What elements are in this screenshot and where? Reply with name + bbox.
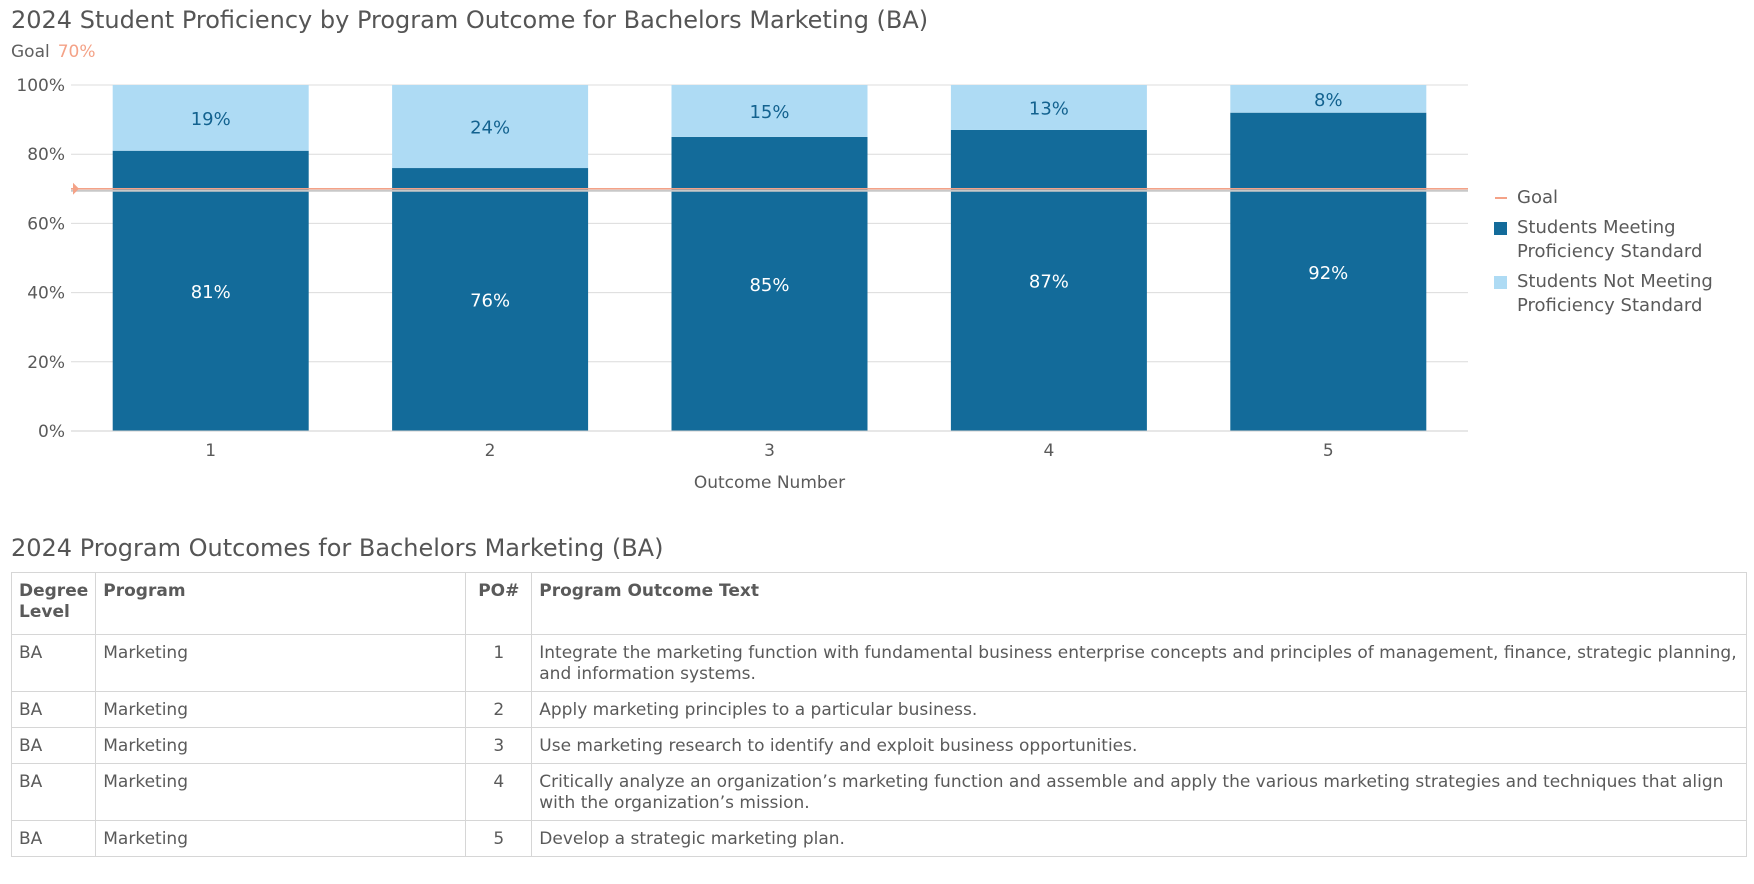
table-row: BA Marketing 1 Integrate the marketing func… [10, 634, 1747, 692]
header-program: Program [95, 572, 467, 635]
bar-not-meeting [112, 85, 309, 151]
y-tick-label: 100% [16, 76, 65, 96]
header-degree-level: Degree Level [10, 572, 97, 635]
legend-swatch-icon [1494, 222, 1507, 235]
x-tick-label: 1 [205, 441, 216, 461]
cell-program: Marketing [95, 634, 467, 692]
data-label-meeting: 85% [749, 275, 789, 296]
header-outcome-text: Program Outcome Text [531, 572, 1747, 635]
y-tick-label: 60% [27, 214, 65, 234]
legend-line-icon [1495, 197, 1507, 199]
program-outcomes-table: Degree Level Program PO# Program Outcome… [10, 572, 1747, 857]
cell-degree-level: BA [10, 820, 97, 857]
table-row: BA Marketing 3 Use marketing research to id… [10, 727, 1747, 764]
cell-outcome-text: Use marketing research to identify and e… [531, 727, 1747, 764]
cell-po-number: 4 [465, 763, 533, 821]
header-po-number: PO# [465, 572, 533, 635]
bar-meeting [671, 136, 868, 431]
cell-po-number: 1 [465, 634, 533, 692]
data-label-meeting: 81% [191, 282, 231, 303]
cell-po-number: 2 [465, 691, 533, 728]
cell-outcome-text: Apply marketing principles to a particul… [531, 691, 1747, 728]
legend-swatch-icon [1494, 276, 1507, 289]
legend-item[interactable]: Students Not Meeting Proficiency Standar… [1493, 270, 1743, 318]
cell-degree-level: BA [10, 763, 97, 821]
goal-label: Goal [11, 42, 50, 62]
chart-legend: Goal Students Meeting Proficiency Standar… [1493, 186, 1743, 324]
cell-program: Marketing [95, 727, 467, 764]
cell-degree-level: BA [10, 634, 97, 692]
cell-po-number: 3 [465, 727, 533, 764]
cell-outcome-text: Critically analyze an organization’s mar… [531, 763, 1747, 821]
table-header-row: Degree Level Program PO# Program Outcome… [10, 572, 1747, 635]
legend-label: Students Meeting Proficiency Standard [1517, 217, 1703, 262]
x-tick-label: 3 [764, 441, 775, 461]
table-row: BA Marketing 4 Critically analyze an organi… [10, 763, 1747, 821]
bar-meeting [392, 168, 589, 432]
goal-indicator: Goal 70% [11, 42, 96, 62]
bar-not-meeting [1230, 85, 1427, 113]
bar-not-meeting [950, 85, 1147, 130]
x-tick-label: 4 [1043, 441, 1054, 461]
cell-outcome-text: Integrate the marketing function with fu… [531, 634, 1747, 692]
legend-label: Goal [1517, 187, 1558, 208]
table-title: 2024 Program Outcomes for Bachelors Mark… [11, 534, 664, 562]
bar-not-meeting [392, 85, 589, 169]
x-axis-title: Outcome Number [694, 473, 845, 493]
y-tick-label: 80% [27, 145, 65, 165]
goal-marker-icon [73, 182, 79, 195]
proficiency-bar-chart: 0% 20% 40% 60% 80% 100% 81% 19% 1 76% 24% 2 85% 15% 3 8… [16, 76, 1468, 493]
data-label-not-meeting: 8% [1314, 90, 1343, 111]
cell-degree-level: BA [10, 727, 97, 764]
cell-degree-level: BA [10, 691, 97, 728]
bar-meeting [950, 129, 1147, 432]
cell-program: Marketing [95, 820, 467, 857]
bar-not-meeting [671, 85, 868, 137]
cell-outcome-text: Develop a strategic marketing plan. [531, 820, 1747, 857]
cell-po-number: 5 [465, 820, 533, 857]
bar-meeting [112, 150, 309, 432]
data-label-not-meeting: 15% [749, 102, 789, 123]
cell-program: Marketing [95, 691, 467, 728]
table-row: BA Marketing 2 Apply marketing principles t… [10, 691, 1747, 728]
y-tick-label: 40% [27, 284, 65, 304]
goal-value: 70% [57, 42, 96, 62]
data-label-meeting: 76% [470, 291, 510, 312]
data-label-not-meeting: 19% [191, 109, 231, 130]
cell-program: Marketing [95, 763, 467, 821]
data-label-not-meeting: 13% [1029, 98, 1069, 119]
x-tick-label: 5 [1323, 441, 1334, 461]
y-tick-label: 20% [27, 353, 65, 373]
data-label-meeting: 92% [1308, 263, 1348, 284]
table-row: BA Marketing 5 Develop a strategic marketin… [10, 820, 1747, 857]
bar-meeting [1230, 112, 1427, 432]
legend-label: Students Not Meeting Proficiency Standar… [1517, 271, 1713, 316]
legend-item[interactable]: Students Meeting Proficiency Standard [1493, 216, 1743, 264]
chart-title: 2024 Student Proficiency by Program Outc… [11, 6, 929, 34]
y-tick-label: 0% [38, 422, 65, 442]
data-label-meeting: 87% [1029, 271, 1069, 292]
data-label-not-meeting: 24% [470, 118, 510, 139]
x-tick-label: 2 [485, 441, 496, 461]
legend-item[interactable]: Goal [1493, 186, 1743, 210]
